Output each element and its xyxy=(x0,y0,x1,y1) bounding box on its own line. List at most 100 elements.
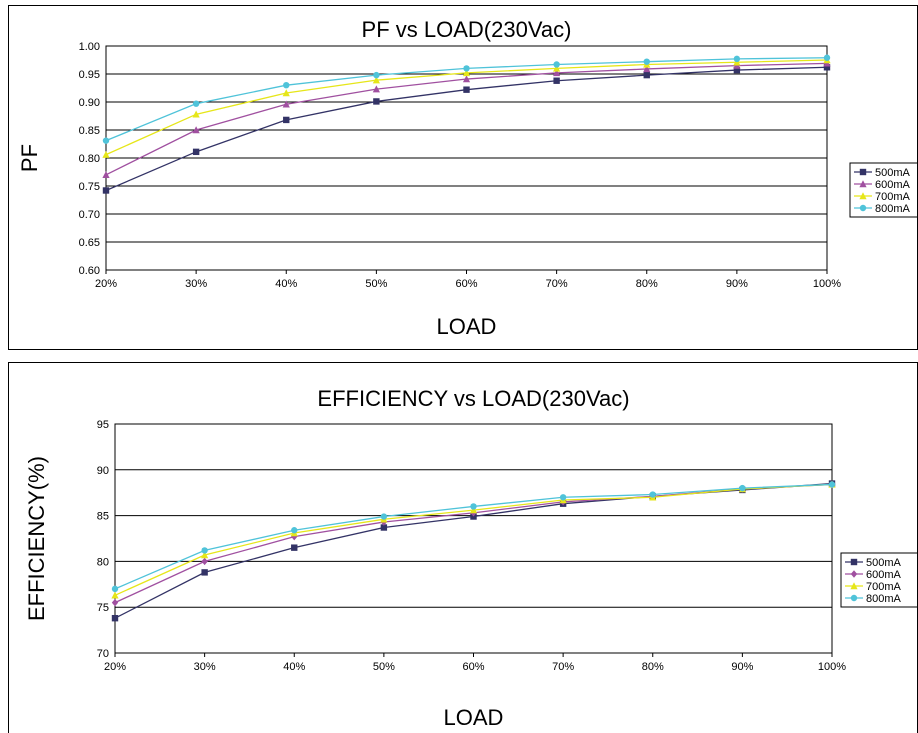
pf-point-700mA xyxy=(462,69,471,77)
efficiency-y-tick-label: 85 xyxy=(97,511,109,523)
pf-point-700mA xyxy=(282,89,290,97)
pf-point-600mA xyxy=(643,65,651,73)
pf-legend-marker-500mA xyxy=(859,168,867,176)
efficiency-x-tick-label: 20% xyxy=(104,661,126,673)
pf-y-tick-label: 0.75 xyxy=(79,181,100,193)
pf-legend-label-600mA: 600mA xyxy=(875,179,911,191)
pf-y-tick-label: 0.85 xyxy=(79,125,100,137)
pf-y-tick-label: 0.60 xyxy=(79,265,100,277)
pf-y-tick-label: 0.90 xyxy=(79,97,100,109)
pf-point-500mA xyxy=(192,148,200,156)
efficiency-point-800mA xyxy=(111,585,119,593)
pf-point-700mA xyxy=(372,76,380,84)
efficiency-y-tick-label: 70 xyxy=(97,648,109,660)
pf-point-600mA xyxy=(102,171,110,178)
pf-point-600mA xyxy=(282,100,290,108)
pf-point-500mA xyxy=(373,98,380,105)
pf-x-axis-label: LOAD xyxy=(437,314,497,339)
efficiency-legend-label-700mA: 700mA xyxy=(866,581,902,593)
efficiency-x-tick-label: 70% xyxy=(552,661,574,673)
pf-point-800mA xyxy=(373,71,380,79)
pf-point-800mA xyxy=(463,65,470,72)
efficiency-legend-marker-800mA xyxy=(850,594,858,602)
efficiency-x-tick-label: 40% xyxy=(283,661,305,673)
efficiency-point-700mA xyxy=(201,551,209,559)
efficiency-point-800mA xyxy=(291,527,298,534)
pf-chart-title: PF vs LOAD(230Vac) xyxy=(362,17,572,42)
pf-point-800mA xyxy=(102,137,110,144)
pf-point-600mA xyxy=(553,69,561,77)
efficiency-legend-marker-700mA xyxy=(850,582,858,590)
efficiency-y-axis-label: EFFICIENCY(%) xyxy=(24,456,49,621)
pf-legend-marker-700mA xyxy=(859,192,867,200)
efficiency-point-800mA xyxy=(380,513,388,520)
pf-point-500mA xyxy=(102,187,110,194)
pf-point-800mA xyxy=(643,58,650,65)
efficiency-point-800mA xyxy=(201,547,208,554)
pf-y-axis-label: PF xyxy=(17,144,42,172)
efficiency-legend-marker-500mA xyxy=(850,558,858,566)
efficiency-point-800mA xyxy=(559,494,567,501)
efficiency-point-800mA xyxy=(649,491,656,498)
efficiency-x-tick-label: 90% xyxy=(731,661,753,673)
pf-x-tick-label: 20% xyxy=(95,278,117,290)
pf-legend-label-500mA: 500mA xyxy=(875,167,911,179)
pf-point-600mA xyxy=(192,126,200,134)
pf-x-tick-label: 50% xyxy=(365,278,387,290)
pf-point-800mA xyxy=(823,54,831,61)
pf-x-tick-label: 80% xyxy=(636,278,658,290)
efficiency-y-tick-label: 95 xyxy=(97,419,109,431)
pf-chart-panel: PF vs LOAD(230Vac) 0.60 0.65 0.70 0.75 0.80 0.… xyxy=(8,5,918,350)
efficiency-point-800mA xyxy=(470,503,477,510)
pf-y-tick-label: 0.70 xyxy=(79,209,100,221)
efficiency-x-tick-label: 30% xyxy=(194,661,216,673)
efficiency-legend-marker-600mA xyxy=(850,570,858,578)
pf-y-tick-label: 0.65 xyxy=(79,237,100,249)
efficiency-point-800mA xyxy=(828,481,836,488)
efficiency-point-800mA xyxy=(739,484,746,492)
pf-y-tick-label: 0.95 xyxy=(79,69,100,81)
efficiency-y-tick-label: 80 xyxy=(97,556,109,568)
efficiency-legend-label-800mA: 800mA xyxy=(866,593,902,605)
pf-y-tick-label: 1.00 xyxy=(79,41,100,53)
pf-legend-label-700mA: 700mA xyxy=(875,191,911,203)
pf-point-500mA xyxy=(283,116,290,124)
pf-legend-label-800mA: 800mA xyxy=(875,203,911,215)
pf-point-700mA xyxy=(192,110,200,118)
efficiency-point-500mA xyxy=(380,524,388,531)
pf-point-800mA xyxy=(283,82,290,89)
pf-y-tick-label: 0.80 xyxy=(79,153,100,165)
pf-point-600mA xyxy=(372,85,380,93)
pf-point-500mA xyxy=(553,77,560,84)
efficiency-legend-label-500mA: 500mA xyxy=(866,557,902,569)
efficiency-point-700mA xyxy=(469,506,478,514)
pf-legend-marker-600mA xyxy=(859,180,867,188)
pf-x-tick-label: 60% xyxy=(455,278,477,290)
pf-point-500mA xyxy=(643,71,650,79)
pf-point-500mA xyxy=(823,64,831,71)
pf-chart: PF vs LOAD(230Vac) 0.60 0.65 0.70 0.75 0.80 0.… xyxy=(17,17,917,339)
pf-point-700mA xyxy=(553,64,561,72)
pf-point-600mA xyxy=(462,75,471,83)
efficiency-chart: EFFICIENCY vs LOAD(230Vac) 70 75 80 85 90 95 20… xyxy=(24,386,917,730)
pf-x-tick-label: 30% xyxy=(185,278,207,290)
pf-point-800mA xyxy=(553,61,560,68)
efficiency-point-500mA xyxy=(111,614,119,622)
efficiency-x-tick-label: 50% xyxy=(373,661,395,673)
pf-point-700mA xyxy=(102,150,110,158)
efficiency-x-axis-label: LOAD xyxy=(444,705,504,730)
efficiency-point-500mA xyxy=(291,544,298,551)
pf-x-tick-label: 90% xyxy=(726,278,748,290)
efficiency-legend-label-600mA: 600mA xyxy=(866,569,902,581)
pf-x-tick-label: 70% xyxy=(546,278,568,290)
efficiency-chart-panel: EFFICIENCY vs LOAD(230Vac) 70 75 80 85 90 95 20… xyxy=(8,362,918,733)
efficiency-x-tick-label: 80% xyxy=(642,661,664,673)
pf-x-tick-label: 40% xyxy=(275,278,297,290)
efficiency-point-700mA xyxy=(111,591,119,599)
efficiency-plot-area xyxy=(114,423,833,654)
efficiency-point-500mA xyxy=(201,569,208,576)
efficiency-y-tick-label: 75 xyxy=(97,602,109,614)
efficiency-point-600mA xyxy=(111,598,119,607)
efficiency-x-tick-label: 100% xyxy=(818,661,846,673)
pf-point-500mA xyxy=(463,86,470,93)
